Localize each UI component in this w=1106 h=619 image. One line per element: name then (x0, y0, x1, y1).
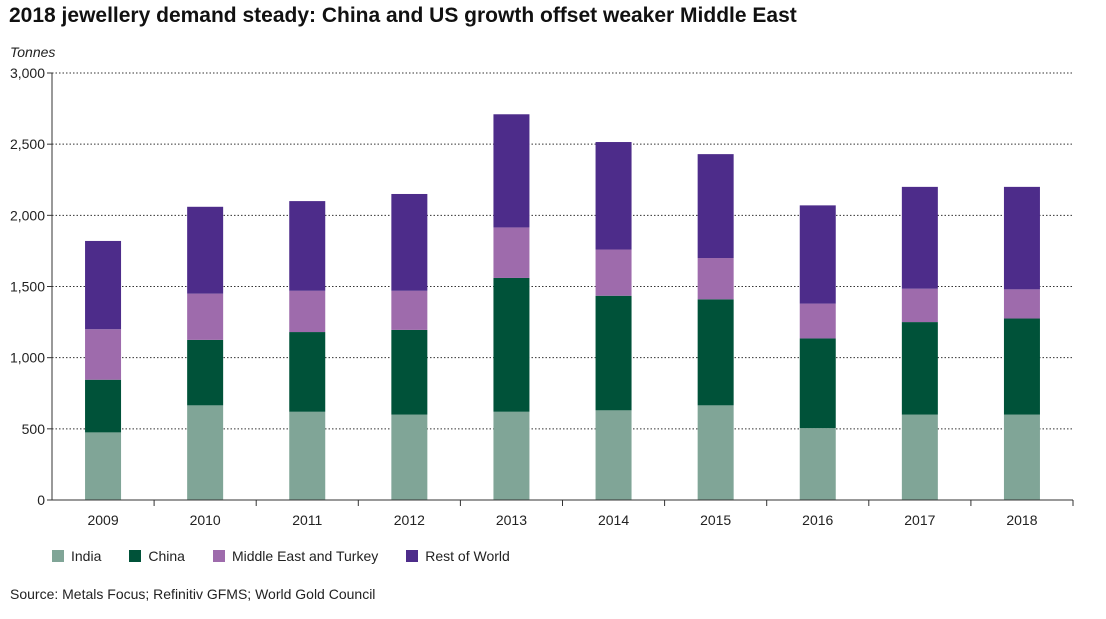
bar-rest-of-world-2015 (697, 154, 734, 259)
bar-middle-east-and-turkey-2012 (391, 290, 428, 330)
bar-china-2016 (799, 338, 836, 429)
legend-swatch-middle-east-turkey (212, 550, 225, 562)
bar-india-2009 (85, 432, 122, 500)
legend-item-middle-east-turkey: Middle East and Turkey (212, 548, 379, 564)
legend: India China Middle East and Turkey Rest … (52, 548, 538, 564)
bar-rest-of-world-2011 (289, 201, 326, 291)
bar-middle-east-and-turkey-2010 (187, 293, 224, 340)
y-tick-label-3000: 3,000 (10, 65, 45, 81)
legend-label-india: India (71, 548, 102, 564)
bar-india-2016 (799, 428, 836, 500)
bar-china-2018 (1003, 318, 1040, 415)
bar-india-2017 (901, 414, 938, 500)
y-axis-label: Tonnes (10, 44, 56, 60)
bar-middle-east-and-turkey-2013 (493, 227, 530, 278)
legend-item-china: China (129, 548, 185, 564)
bar-china-2014 (595, 295, 632, 411)
bar-india-2013 (493, 411, 530, 500)
y-tick-label-0: 0 (37, 492, 45, 508)
bar-china-2017 (901, 322, 938, 415)
bar-rest-of-world-2012 (391, 193, 428, 291)
y-tick-label-2000: 2,000 (10, 207, 45, 223)
y-tick-label-2500: 2,500 (10, 136, 45, 152)
axes (47, 72, 1074, 506)
bar-rest-of-world-2013 (493, 114, 530, 228)
bar-middle-east-and-turkey-2014 (595, 249, 632, 296)
bar-india-2014 (595, 410, 632, 500)
bar-china-2010 (187, 339, 224, 406)
x-tick-label-2011: 2011 (292, 512, 322, 528)
x-tick-label-2009: 2009 (87, 512, 118, 528)
bar-india-2011 (289, 411, 326, 500)
legend-swatch-india (52, 550, 64, 562)
x-tick-label-2013: 2013 (496, 512, 527, 528)
bar-china-2015 (697, 299, 734, 406)
bar-middle-east-and-turkey-2011 (289, 290, 326, 333)
x-tick-label-2018: 2018 (1006, 512, 1037, 528)
y-tick-label-500: 500 (22, 421, 46, 437)
legend-label-middle-east-turkey: Middle East and Turkey (231, 548, 379, 564)
bar-india-2012 (391, 414, 428, 500)
bar-rest-of-world-2010 (187, 206, 224, 294)
bar-middle-east-and-turkey-2016 (799, 303, 836, 339)
legend-label-rest-of-world: Rest of World (425, 548, 510, 564)
bar-middle-east-and-turkey-2018 (1003, 289, 1040, 319)
bar-rest-of-world-2009 (85, 240, 122, 330)
x-tick-label-2015: 2015 (700, 512, 731, 528)
source-note: Source: Metals Focus; Refinitiv GFMS; Wo… (10, 586, 376, 602)
y-tick-label-1000: 1,000 (10, 350, 45, 366)
bar-india-2015 (697, 405, 734, 500)
x-tick-label-2010: 2010 (190, 512, 221, 528)
legend-swatch-china (129, 550, 142, 562)
y-tick-label-1500: 1,500 (10, 279, 45, 295)
tick-labels: 0 500 1,000 1,500 2,000 2,500 3,000 2009 2010 201… (10, 65, 1038, 528)
legend-swatch-rest-of-world (406, 550, 419, 562)
x-tick-label-2012: 2012 (394, 512, 425, 528)
legend-label-china: China (148, 548, 185, 564)
bar-india-2010 (187, 405, 224, 500)
legend-item-india: India (52, 548, 101, 564)
x-tick-label-2016: 2016 (802, 512, 833, 528)
bar-middle-east-and-turkey-2017 (901, 288, 938, 323)
bar-rest-of-world-2014 (595, 142, 632, 250)
bar-middle-east-and-turkey-2015 (697, 258, 734, 300)
bar-rest-of-world-2018 (1003, 186, 1040, 290)
bar-rest-of-world-2016 (799, 205, 836, 304)
x-tick-label-2017: 2017 (904, 512, 935, 528)
bar-china-2009 (85, 379, 122, 433)
bar-middle-east-and-turkey-2009 (85, 329, 122, 380)
legend-item-rest-of-world: Rest of World (406, 548, 510, 564)
bar-india-2018 (1003, 414, 1040, 500)
chart-title: 2018 jewellery demand steady: China and … (9, 4, 797, 27)
bar-rest-of-world-2017 (901, 186, 938, 289)
bar-china-2011 (289, 332, 326, 412)
x-tick-label-2014: 2014 (598, 512, 629, 528)
bar-china-2012 (391, 329, 428, 415)
bar-china-2013 (493, 277, 530, 412)
bars (85, 114, 1040, 500)
